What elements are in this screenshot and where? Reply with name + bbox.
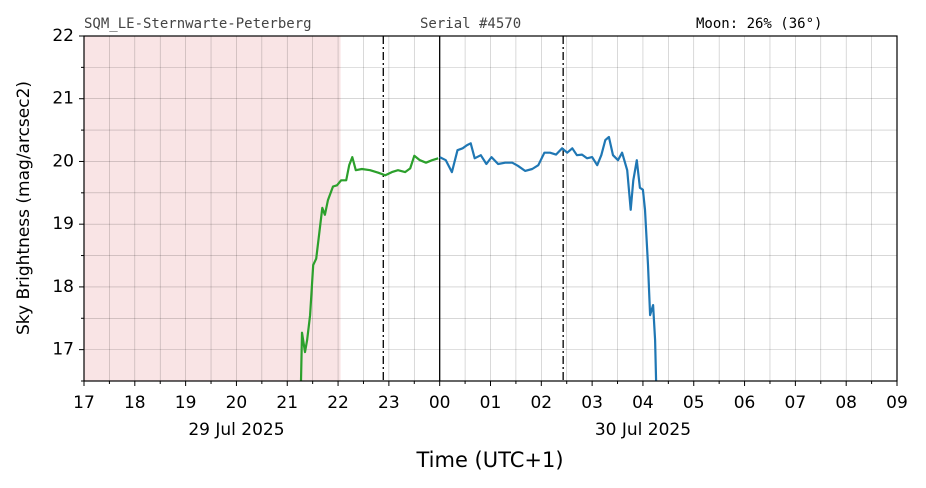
night-shade [84, 36, 341, 381]
moon-info: Moon: 26% (36°) [696, 16, 822, 32]
serial: Serial #4570 [420, 16, 521, 32]
y-tick-label: 21 [52, 89, 74, 109]
y-tick-label: 19 [52, 214, 74, 234]
x-tick-label: 04 [632, 393, 654, 413]
x-tick-label: 09 [886, 393, 908, 413]
x-tick-label: 00 [429, 393, 451, 413]
x-tick-label: 19 [175, 393, 197, 413]
y-tick-label: 17 [52, 340, 74, 360]
x-tick-label: 18 [124, 393, 146, 413]
x-tick-label: 21 [276, 393, 298, 413]
date-label: 30 Jul 2025 [595, 420, 691, 440]
plot-area [299, 135, 658, 381]
data-line [299, 154, 439, 381]
y-tick-label: 18 [52, 277, 74, 297]
station-name: SQM_LE-Sternwarte-Peterberg [84, 16, 312, 32]
data-line [439, 135, 658, 381]
x-tick-label: 02 [530, 393, 552, 413]
x-tick-label: 20 [226, 393, 248, 413]
date-label: 29 Jul 2025 [188, 420, 284, 440]
x-tick-label: 08 [835, 393, 857, 413]
x-tick-label: 07 [785, 393, 807, 413]
x-tick-label: 01 [480, 393, 502, 413]
y-tick-label: 20 [52, 151, 74, 171]
x-tick-label: 06 [734, 393, 756, 413]
x-tick-label: 22 [327, 393, 349, 413]
x-tick-label: 23 [378, 393, 400, 413]
y-tick-label: 22 [52, 26, 74, 46]
x-axis-label: Time (UTC+1) [415, 448, 563, 472]
x-tick-label: 05 [683, 393, 705, 413]
y-axis-label: Sky Brightness (mag/arcsec2) [14, 81, 34, 335]
x-tick-label: 03 [581, 393, 603, 413]
x-tick-label: 17 [73, 393, 95, 413]
